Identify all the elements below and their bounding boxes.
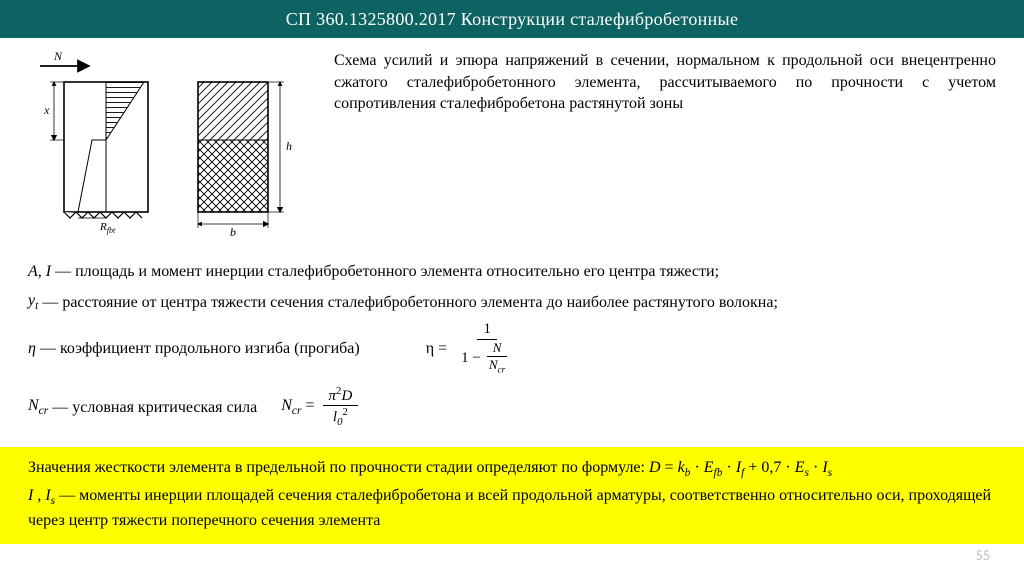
figure-row: N x Rfbt bbox=[28, 50, 996, 240]
def-Ncr: Ncr — условная критическая сила Ncr = π2… bbox=[28, 386, 996, 429]
def-eta: η — коэффициент продольного изгиба (прог… bbox=[28, 321, 996, 376]
txt-AI: — площадь и момент инерции сталефибробет… bbox=[55, 260, 719, 283]
eta-formula: η = 1 1 − N Ncr bbox=[420, 321, 522, 376]
hl-sym-I: I , Is bbox=[28, 487, 55, 504]
svg-text:Rfbt: Rfbt bbox=[99, 221, 116, 235]
hl-line1-lead: Значения жесткости элемента в предельной… bbox=[28, 459, 649, 476]
page-content: N x Rfbt bbox=[0, 38, 1024, 544]
stress-diagram: N x Rfbt bbox=[28, 50, 308, 240]
caption-text: Схема усилий и эпюра напряжений в сечени… bbox=[334, 52, 996, 112]
Ncr-formula: Ncr = π2D l02 bbox=[275, 386, 360, 429]
svg-text:h: h bbox=[286, 139, 292, 153]
hl-line1: Значения жесткости элемента в предельной… bbox=[28, 457, 996, 481]
page-number: 55 bbox=[976, 547, 990, 564]
D-formula: D = kb · Efb · If + 0,7 · Es · Is bbox=[649, 459, 832, 476]
header-title: СП 360.1325800.2017 Конструкции сталефиб… bbox=[286, 9, 738, 29]
svg-text:x: x bbox=[43, 103, 50, 117]
definitions-block: A, I — площадь и момент инерции сталефиб… bbox=[28, 260, 996, 429]
force-label: N bbox=[53, 50, 63, 63]
document-header: СП 360.1325800.2017 Конструкции сталефиб… bbox=[0, 0, 1024, 38]
figure-caption: Схема усилий и эпюра напряжений в сечени… bbox=[334, 50, 996, 115]
hl-line2-txt: — моменты инерции площадей сечения стале… bbox=[28, 487, 991, 528]
highlight-block: Значения жесткости элемента в предельной… bbox=[0, 447, 1024, 544]
eta-lhs: η = bbox=[426, 337, 447, 360]
sym-Ncr: Ncr bbox=[28, 394, 48, 420]
hl-line2: I , Is — моменты инерции площадей сечени… bbox=[28, 485, 996, 532]
txt-eta: — коэффициент продольного изгиба (прогиб… bbox=[40, 337, 360, 360]
def-area-inertia: A, I — площадь и момент инерции сталефиб… bbox=[28, 260, 996, 283]
sym-AI: A, I bbox=[28, 260, 51, 283]
txt-Ncr: — условная критическая сила bbox=[52, 396, 257, 419]
svg-text:b: b bbox=[230, 225, 236, 239]
def-yt: yt — расстояние от центра тяжести сечени… bbox=[28, 289, 996, 315]
eta-den-lead: 1 − bbox=[461, 350, 481, 367]
sym-yt: yt bbox=[28, 289, 38, 315]
txt-yt: — расстояние от центра тяжести сечения с… bbox=[42, 291, 778, 314]
diagram-svg: N x Rfbt bbox=[28, 50, 308, 240]
sym-eta: η bbox=[28, 337, 36, 360]
eta-num: 1 bbox=[477, 321, 497, 340]
